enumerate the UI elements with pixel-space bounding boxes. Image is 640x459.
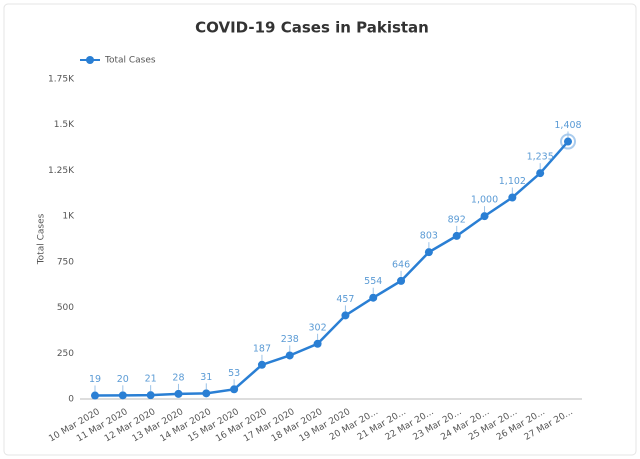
data-label: 31 (200, 372, 212, 383)
data-label: 238 (281, 334, 299, 345)
y-tick-label: 250 (57, 349, 74, 359)
data-label: 457 (336, 294, 354, 305)
y-tick-label: 1.25K (48, 166, 75, 176)
y-axis-label: Total Cases (37, 213, 47, 265)
legend-marker (86, 56, 94, 64)
data-label: 1,102 (499, 176, 526, 187)
point (118, 391, 127, 400)
data-label: 19 (89, 374, 101, 385)
data-label: 1,000 (471, 195, 498, 206)
point (424, 248, 433, 257)
data-label: 53 (228, 368, 240, 379)
data-label: 21 (145, 374, 157, 385)
data-label: 803 (420, 231, 438, 242)
point (480, 212, 489, 221)
y-tick-label: 1.5K (54, 120, 75, 130)
data-label: 554 (364, 276, 382, 287)
chart-title: COVID-19 Cases in Pakistan (195, 19, 429, 37)
y-tick-label: 1K (62, 212, 75, 222)
point (341, 311, 350, 320)
point (508, 193, 517, 202)
y-tick-label: 1.75K (48, 75, 75, 85)
panel (3, 3, 637, 456)
y-tick-label: 0 (68, 395, 74, 405)
legend-label: Total Cases (104, 56, 156, 66)
data-label: 187 (253, 343, 271, 354)
point (313, 339, 322, 348)
data-label: 1,408 (554, 120, 581, 131)
data-label: 302 (309, 322, 327, 333)
point (285, 351, 294, 360)
point (257, 360, 266, 369)
data-label: 1,235 (527, 152, 554, 163)
point (202, 389, 211, 398)
data-label: 892 (448, 214, 466, 225)
data-label: 28 (172, 372, 184, 383)
data-label: 646 (392, 259, 410, 270)
point (91, 391, 99, 400)
point (369, 293, 378, 302)
point (230, 385, 239, 394)
point (564, 137, 572, 146)
point (536, 169, 545, 178)
point (174, 389, 183, 398)
data-label: 20 (117, 374, 129, 385)
y-tick-label: 750 (57, 257, 74, 267)
point (146, 391, 155, 400)
point (452, 231, 461, 240)
series-line (94, 140, 569, 397)
point (397, 276, 406, 285)
y-tick-label: 500 (57, 303, 74, 313)
